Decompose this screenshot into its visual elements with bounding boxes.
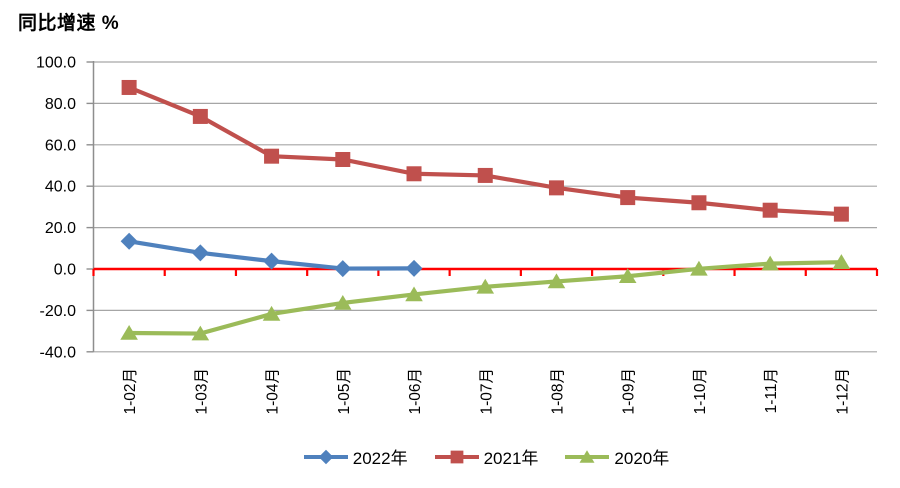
y-tick-label: 20.0: [45, 220, 76, 237]
x-tick-label: 1-12月: [834, 368, 851, 415]
square-marker: [691, 195, 707, 211]
legend-label: 2020年: [614, 449, 670, 468]
legend-label: 2021年: [483, 449, 539, 468]
x-tick-label: 1-05月: [336, 368, 353, 415]
square-marker: [620, 190, 636, 206]
legend-item-2021年: 2021年: [434, 444, 539, 469]
triangle-marker: [579, 449, 595, 463]
triangle-marker: [618, 268, 637, 284]
x-tick-label: 1-10月: [692, 368, 709, 415]
y-tick-label: -20.0: [40, 303, 77, 320]
diamond-marker: [191, 244, 209, 262]
triangle-marker: [476, 278, 495, 294]
x-tick-label: 1-06月: [407, 368, 424, 415]
square-marker: [192, 108, 208, 124]
legend-swatch: [303, 449, 348, 464]
x-tick-label: 1-11月: [763, 368, 780, 413]
series-2020年: [120, 254, 851, 341]
triangle-marker: [547, 273, 566, 289]
square-marker: [762, 202, 778, 218]
triangle-marker: [690, 260, 708, 276]
y-tick-label: 60.0: [45, 137, 76, 154]
diamond-marker: [120, 232, 138, 250]
square-marker: [548, 180, 564, 196]
plot-svg: 100.0 80.0 60.0 40.0 20.0 0.0 -20.0 -40.0 1-02月 1…: [36, 55, 879, 415]
square-marker: [406, 166, 422, 182]
square-marker: [450, 450, 463, 463]
triangle-marker: [120, 324, 138, 340]
legend-item-2022年: 2022年: [303, 444, 408, 469]
y-tick-label: 80.0: [45, 96, 76, 113]
legend: 2022年 2021年 2020年: [94, 444, 878, 469]
series-line: [128, 85, 842, 217]
triangle-marker: [333, 294, 352, 310]
triangle-marker: [761, 255, 779, 271]
triangle-marker: [191, 325, 210, 341]
series-2021年: [121, 79, 849, 222]
square-marker: [477, 167, 493, 183]
legend-swatch: [434, 450, 479, 463]
diamond-marker: [263, 252, 281, 270]
y-tick-label: 40.0: [45, 179, 76, 196]
y-tick-label: -40.0: [40, 344, 77, 361]
diamond-marker: [318, 449, 333, 464]
diamond-marker: [334, 260, 352, 278]
diamond-marker: [405, 259, 423, 277]
x-tick-label: 1-09月: [621, 368, 638, 415]
square-marker: [833, 206, 849, 222]
square-marker: [264, 148, 280, 164]
legend-swatch: [565, 449, 610, 463]
x-tick-label: 1-07月: [478, 368, 495, 415]
square-marker: [335, 151, 351, 167]
legend-item-2020年: 2020年: [564, 444, 669, 469]
x-tick-label: 1-08月: [549, 368, 566, 415]
triangle-marker: [832, 254, 851, 269]
chart-title: 同比增速 %: [18, 13, 120, 34]
y-tick-label: 100.0: [36, 55, 76, 72]
x-tick-label: 1-03月: [193, 368, 210, 415]
square-marker: [121, 79, 137, 95]
y-tick-label: 0.0: [54, 262, 76, 279]
legend-label: 2022年: [352, 449, 408, 468]
x-tick-label: 1-02月: [122, 368, 139, 415]
triangle-marker: [405, 286, 423, 302]
series-2022年: [120, 232, 423, 278]
x-tick-label: 1-04月: [265, 368, 282, 415]
triangle-marker: [262, 305, 281, 321]
